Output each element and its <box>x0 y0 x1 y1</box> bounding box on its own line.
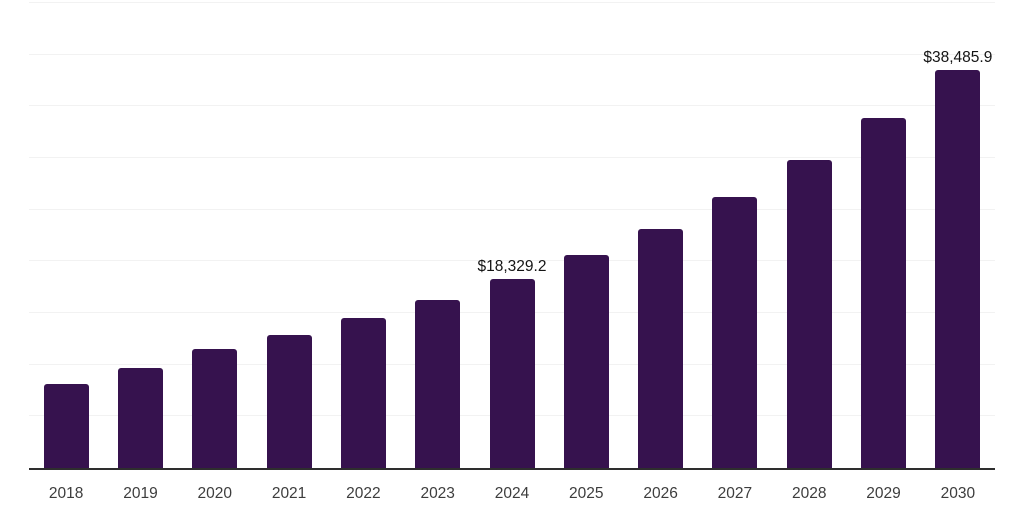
gridline <box>29 157 995 158</box>
bar-2030[interactable] <box>935 70 981 468</box>
gridline <box>29 105 995 107</box>
bar-2022[interactable] <box>340 317 386 468</box>
bar-2028[interactable] <box>786 160 832 468</box>
bar-2020[interactable] <box>192 348 238 468</box>
x-tick-2018: 2018 <box>48 485 84 502</box>
bar-2023[interactable] <box>415 299 461 468</box>
x-tick-2022: 2022 <box>346 485 381 502</box>
x-tick-2029: 2029 <box>866 485 901 502</box>
x-tick-2030: 2030 <box>940 485 976 502</box>
x-tick-2019: 2019 <box>123 485 158 502</box>
bar-2021[interactable] <box>266 334 312 468</box>
bar-2029[interactable] <box>861 117 907 468</box>
gridline <box>29 260 995 262</box>
x-tick-2025: 2025 <box>569 485 604 502</box>
gridline <box>29 53 995 55</box>
gridline <box>29 2 995 3</box>
plot-area: $18,329.2 $38,485.9 <box>29 0 995 470</box>
x-tick-2023: 2023 <box>420 485 455 502</box>
x-axis: 2018 2019 2020 2021 2022 2023 2024 2025 2026 2027… <box>29 484 995 504</box>
data-label-2024: $18,329.2 <box>477 257 547 275</box>
bar-2024[interactable] <box>489 278 535 468</box>
x-tick-2026: 2026 <box>643 485 678 502</box>
x-tick-2028: 2028 <box>791 485 827 502</box>
bar-2026[interactable] <box>638 228 684 468</box>
x-tick-2024: 2024 <box>494 485 530 502</box>
x-tick-2021: 2021 <box>271 485 307 502</box>
data-label-2030: $38,485.9 <box>923 49 993 67</box>
bar-2025[interactable] <box>563 254 609 468</box>
bar-2019[interactable] <box>117 367 163 468</box>
x-tick-2027: 2027 <box>717 485 753 502</box>
x-tick-2020: 2020 <box>197 485 233 502</box>
bar-2018[interactable] <box>43 383 89 468</box>
gridline <box>29 208 995 210</box>
bar-2027[interactable] <box>712 196 758 468</box>
